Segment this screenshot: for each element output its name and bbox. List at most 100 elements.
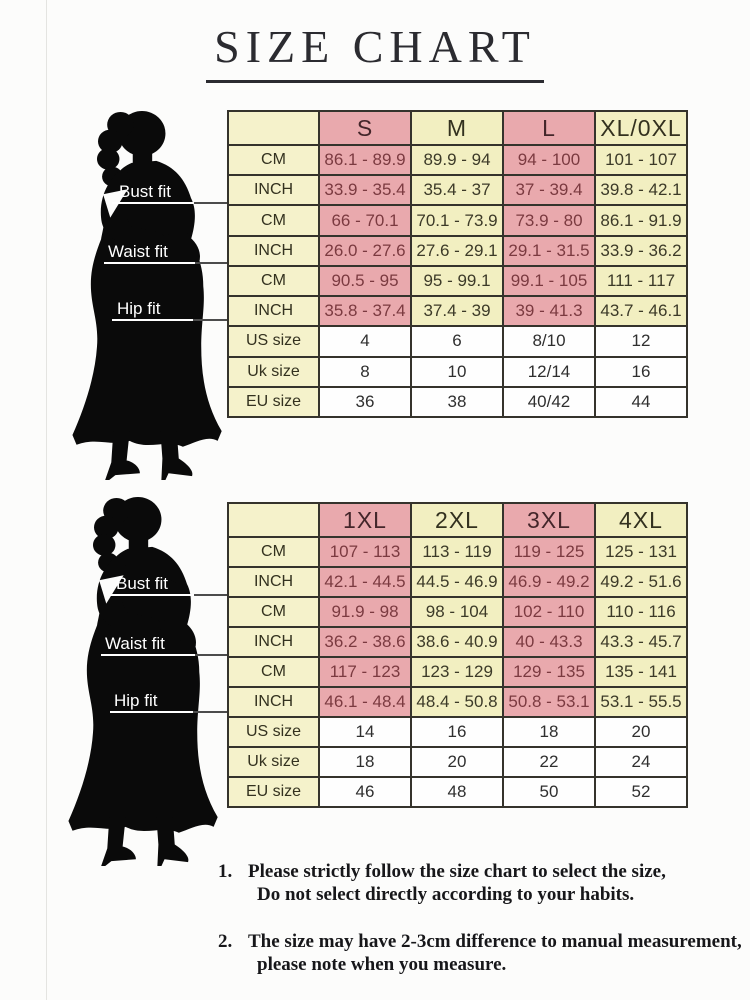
value-cell: 33.9 - 35.4 bbox=[318, 174, 412, 207]
bust-fit-label: Bust fit bbox=[119, 182, 171, 201]
note-item-1: 1. Please strictly follow the size chart… bbox=[218, 860, 743, 906]
value-cell: 14 bbox=[318, 716, 412, 748]
value-cell: 36 bbox=[318, 385, 412, 419]
note-number: 2. bbox=[218, 931, 233, 952]
row-label: Uk size bbox=[227, 355, 320, 388]
waist-fit-line-2 bbox=[101, 654, 195, 656]
value-cell: 39 - 41.3 bbox=[502, 295, 596, 328]
value-cell: 22 bbox=[502, 746, 596, 778]
value-cell: 40/42 bbox=[502, 385, 596, 419]
row-label: CM bbox=[227, 596, 320, 628]
value-cell: 37 - 39.4 bbox=[502, 174, 596, 207]
value-cell: 20 bbox=[594, 716, 688, 748]
row-label: Uk size bbox=[227, 746, 320, 778]
size-column-header: 1XL bbox=[318, 502, 412, 538]
row-label: INCH bbox=[227, 686, 320, 718]
value-cell: 27.6 - 29.1 bbox=[410, 234, 504, 267]
value-cell: 38.6 - 40.9 bbox=[410, 626, 504, 658]
row-label: INCH bbox=[227, 174, 320, 207]
value-cell: 6 bbox=[410, 325, 504, 358]
value-cell: 95 - 99.1 bbox=[410, 264, 504, 298]
value-cell: 86.1 - 89.9 bbox=[318, 143, 412, 177]
value-cell: 10 bbox=[410, 355, 504, 388]
table-row: INCH 35.8 - 37.4 37.4 - 39 39 - 41.3 43.7 - … bbox=[227, 295, 688, 328]
bust-fit-connector-2 bbox=[194, 594, 227, 596]
value-cell: 111 - 117 bbox=[594, 264, 688, 298]
table-row: CM 117 - 123 123 - 129 129 - 135 135 - 141 bbox=[227, 656, 688, 688]
value-cell: 89.9 - 94 bbox=[410, 143, 504, 177]
size-column-header: 4XL bbox=[594, 502, 688, 538]
size-column-header: L bbox=[502, 110, 596, 146]
value-cell: 43.3 - 45.7 bbox=[594, 626, 688, 658]
value-cell: 40 - 43.3 bbox=[502, 626, 596, 658]
value-cell: 50 bbox=[502, 776, 596, 808]
value-cell: 46.9 - 49.2 bbox=[502, 566, 596, 598]
hip-fit-line-2 bbox=[110, 711, 193, 713]
hip-fit-line bbox=[112, 319, 193, 321]
value-cell: 50.8 - 53.1 bbox=[502, 686, 596, 718]
bust-fit-connector bbox=[194, 202, 227, 204]
value-cell: 73.9 - 80 bbox=[502, 204, 596, 237]
hip-fit-label-2: Hip fit bbox=[114, 691, 158, 710]
row-label: INCH bbox=[227, 234, 320, 267]
value-cell: 86.1 - 91.9 bbox=[594, 204, 688, 237]
value-cell: 20 bbox=[410, 746, 504, 778]
waist-fit-connector-2 bbox=[195, 654, 227, 656]
value-cell: 135 - 141 bbox=[594, 656, 688, 688]
size-column-header: M bbox=[410, 110, 504, 146]
woman-silhouette-bottom bbox=[68, 496, 218, 867]
value-cell: 66 - 70.1 bbox=[318, 204, 412, 237]
value-cell: 117 - 123 bbox=[318, 656, 412, 688]
row-label: US size bbox=[227, 716, 320, 748]
size-column-header: 3XL bbox=[502, 502, 596, 538]
value-cell: 91.9 - 98 bbox=[318, 596, 412, 628]
value-cell: 48.4 - 50.8 bbox=[410, 686, 504, 718]
value-cell: 46 bbox=[318, 776, 412, 808]
table-row: US size 14 16 18 20 bbox=[227, 716, 688, 748]
value-cell: 8 bbox=[318, 355, 412, 388]
table-row: CM 66 - 70.1 70.1 - 73.9 73.9 - 80 86.1 - 91… bbox=[227, 204, 688, 237]
value-cell: 90.5 - 95 bbox=[318, 264, 412, 298]
hip-fit-connector-2 bbox=[193, 711, 227, 713]
row-label: INCH bbox=[227, 295, 320, 328]
table-row: CM 86.1 - 89.9 89.9 - 94 94 - 100 101 - 107 bbox=[227, 143, 688, 177]
value-cell: 123 - 129 bbox=[410, 656, 504, 688]
table-row: EU size 46 48 50 52 bbox=[227, 776, 688, 808]
value-cell: 18 bbox=[318, 746, 412, 778]
value-cell: 110 - 116 bbox=[594, 596, 688, 628]
value-cell: 46.1 - 48.4 bbox=[318, 686, 412, 718]
row-label: EU size bbox=[227, 776, 320, 808]
page-edge-line bbox=[46, 0, 47, 1000]
woman-silhouette-top bbox=[72, 110, 222, 481]
row-label: INCH bbox=[227, 626, 320, 658]
row-label: CM bbox=[227, 143, 320, 177]
bust-fit-line bbox=[112, 202, 194, 204]
note-text: The size may have 2-3cm difference to ma… bbox=[248, 931, 742, 975]
value-cell: 102 - 110 bbox=[502, 596, 596, 628]
value-cell: 33.9 - 36.2 bbox=[594, 234, 688, 267]
row-label: CM bbox=[227, 264, 320, 298]
waist-fit-connector bbox=[195, 262, 227, 264]
value-cell: 113 - 119 bbox=[410, 536, 504, 568]
table-row: INCH 46.1 - 48.4 48.4 - 50.8 50.8 - 53.1 53.… bbox=[227, 686, 688, 718]
table-row: EU size 36 38 40/42 44 bbox=[227, 385, 688, 419]
value-cell: 53.1 - 55.5 bbox=[594, 686, 688, 718]
value-cell: 49.2 - 51.6 bbox=[594, 566, 688, 598]
value-cell: 101 - 107 bbox=[594, 143, 688, 177]
size-column-header: 2XL bbox=[410, 502, 504, 538]
hip-fit-connector bbox=[193, 319, 227, 321]
row-label: CM bbox=[227, 204, 320, 237]
row-label: EU size bbox=[227, 385, 320, 419]
value-cell: 125 - 131 bbox=[594, 536, 688, 568]
value-cell: 16 bbox=[410, 716, 504, 748]
table-row: Uk size 8 10 12/14 16 bbox=[227, 355, 688, 388]
bust-fit-line-2 bbox=[110, 594, 194, 596]
value-cell: 29.1 - 31.5 bbox=[502, 234, 596, 267]
value-cell: 52 bbox=[594, 776, 688, 808]
value-cell: 12 bbox=[594, 325, 688, 358]
value-cell: 44.5 - 46.9 bbox=[410, 566, 504, 598]
value-cell: 94 - 100 bbox=[502, 143, 596, 177]
value-cell: 4 bbox=[318, 325, 412, 358]
row-label: INCH bbox=[227, 566, 320, 598]
